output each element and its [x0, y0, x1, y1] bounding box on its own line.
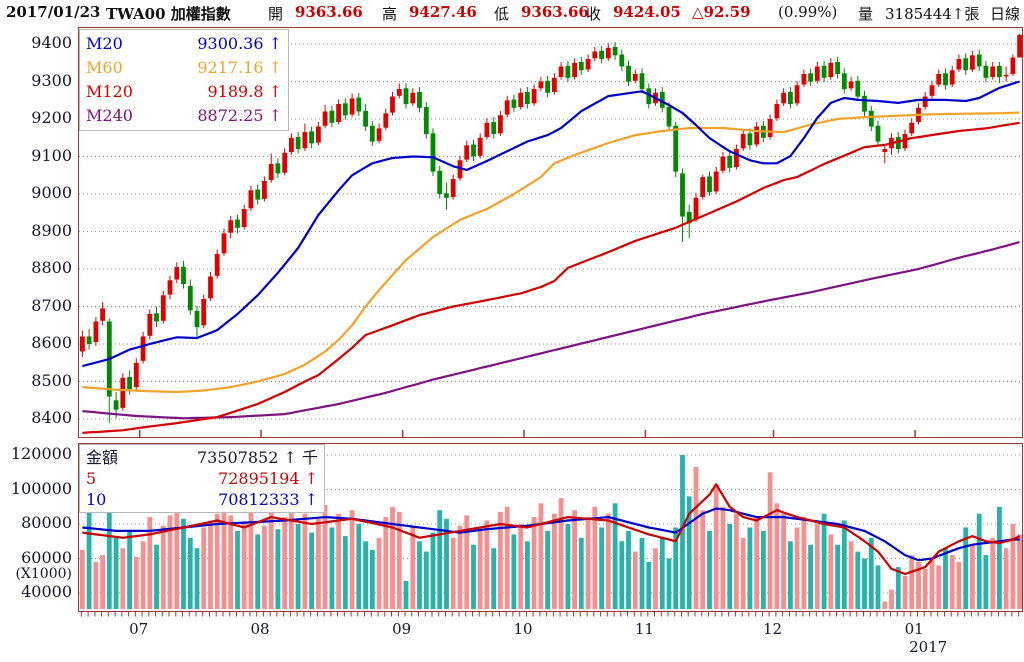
- price-tick-label: 8600: [31, 333, 72, 352]
- open-label: 開: [268, 5, 284, 23]
- ma-legend-row-m20: M20 9300.36 ↑: [86, 32, 282, 56]
- low-value: 9363.66: [521, 3, 589, 21]
- volume-tick-label: 100000: [10, 478, 72, 498]
- ma20-label: M20: [86, 34, 123, 53]
- vol-legend-row-ma5: 5 72895194 ↑: [86, 468, 318, 489]
- month-label-07: 07: [129, 620, 149, 638]
- price-tick-label: 8400: [31, 408, 72, 427]
- vol-legend-row-amount: 金額 73507852 ↑ 千: [86, 447, 318, 468]
- volume-label: 量: [858, 5, 874, 23]
- amount-label: 金額: [86, 448, 119, 467]
- quote-header: 2017/01/23 TWA00 加權指數 開 9363.66 高 9427.4…: [0, 0, 1024, 27]
- ma-legend-row-m240: M240 8872.25 ↑: [86, 104, 282, 128]
- vol-ma5-label: 5: [86, 469, 97, 488]
- ma60-label: M60: [86, 58, 123, 77]
- day-tick-axis: [80, 612, 1020, 617]
- price-tick-label: 8500: [31, 370, 72, 390]
- price-tick-label: 9200: [31, 108, 72, 127]
- date-label: 2017/01/23: [6, 3, 101, 21]
- price-tick-label: 8800: [31, 258, 72, 277]
- volume-bars-chart[interactable]: [79, 444, 1022, 611]
- close-value: 9424.05: [613, 3, 681, 21]
- volume-legend: 金額 73507852 ↑ 千 5 72895194 ↑ 10 70812333…: [79, 444, 325, 513]
- ma120-label: M120: [86, 82, 133, 101]
- symbol-name: TWA00 加權指數: [106, 5, 231, 23]
- ma240-label: M240: [86, 106, 133, 125]
- month-label-12: 12: [762, 620, 783, 638]
- change-value: △92.59: [692, 3, 751, 21]
- candlestick-chart[interactable]: [79, 28, 1022, 437]
- volume-tick-label: 80000: [21, 513, 72, 532]
- vol-legend-row-ma10: 10 70812333 ↑: [86, 489, 318, 510]
- vol-ma10-value: 70812333 ↑: [218, 490, 318, 509]
- ma-legend-row-m60: M60 9217.16 ↑: [86, 56, 282, 80]
- month-label-08: 08: [250, 620, 270, 638]
- high-label: 高: [382, 5, 398, 23]
- close-label: 收: [586, 5, 602, 23]
- month-label-10: 10: [513, 620, 533, 638]
- volume-tick-label: 120000: [10, 444, 72, 463]
- month-label-11: 11: [634, 620, 654, 638]
- low-label: 低: [494, 5, 510, 23]
- period-label: 日線: [990, 5, 1021, 23]
- price-tick-label: 9100: [31, 145, 72, 165]
- vol-ma10-label: 10: [86, 490, 107, 509]
- ma60-value: 9217.16 ↑: [197, 58, 282, 77]
- amount-value: 73507852 ↑ 千: [196, 448, 318, 467]
- price-tick-label: 9300: [31, 70, 72, 90]
- volume-tick-label: 60000: [21, 547, 72, 567]
- ma-legend: M20 9300.36 ↑ M60 9217.16 ↑ M120 9189.8 …: [79, 29, 289, 131]
- year-label: 2017: [909, 638, 948, 656]
- month-label-01: 01: [904, 620, 924, 638]
- volume-tick-label: 40000: [21, 582, 72, 601]
- price-tick-label: 8900: [31, 220, 72, 240]
- ma240-value: 8872.25 ↑: [197, 106, 282, 125]
- ma120-value: 9189.8 ↑: [207, 82, 282, 101]
- change-pct: (0.99%): [778, 3, 838, 21]
- open-value: 9363.66: [295, 3, 363, 21]
- price-tick-label: 9000: [31, 183, 72, 202]
- volume-value: 3185444↑張: [885, 5, 980, 23]
- ma-legend-row-m120: M120 9189.8 ↑: [86, 80, 282, 104]
- high-value: 9427.46: [409, 3, 477, 21]
- vol-ma5-value: 72895194 ↑: [218, 469, 318, 488]
- month-label-09: 09: [392, 620, 412, 638]
- price-tick-label: 9400: [31, 33, 72, 52]
- volume-unit-label: (X1000): [15, 566, 72, 582]
- price-tick-label: 8700: [31, 295, 72, 315]
- ma20-value: 9300.36 ↑: [197, 34, 282, 53]
